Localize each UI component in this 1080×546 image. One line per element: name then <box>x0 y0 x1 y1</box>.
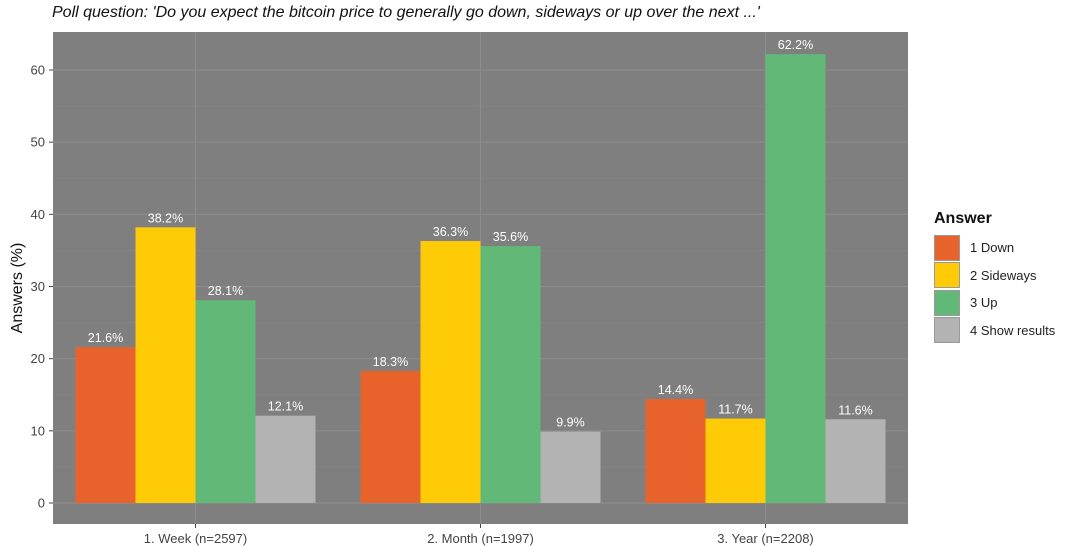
legend-swatch-show-results <box>934 317 960 344</box>
bar-label: 11.7% <box>718 403 753 417</box>
bar <box>255 415 316 503</box>
bar <box>135 227 196 503</box>
legend-label-sideways: 2 Sideways <box>970 267 1037 283</box>
bar <box>540 431 601 503</box>
bar-label: 9.9% <box>556 416 585 430</box>
bar-label: 38.2% <box>148 211 183 225</box>
legend-item-down: 1 Down <box>934 234 1055 262</box>
y-tick-label: 40 <box>31 207 45 222</box>
legend-title: Answer <box>934 210 992 227</box>
bar-label: 12.1% <box>268 400 303 414</box>
bar <box>825 419 886 503</box>
y-tick-label: 10 <box>31 423 45 438</box>
bar-label: 14.4% <box>658 383 693 397</box>
legend-item-sideways: 2 Sideways <box>934 262 1055 290</box>
x-tick-label: 2. Month (n=1997) <box>427 531 534 546</box>
chart-title: Poll question: 'Do you expect the bitcoi… <box>52 4 760 21</box>
legend-swatch-sideways <box>934 262 960 289</box>
bar <box>420 241 481 503</box>
bar-label: 11.6% <box>838 403 873 417</box>
bar-label: 35.6% <box>493 230 528 244</box>
bar-label: 18.3% <box>373 355 408 369</box>
legend-label-down: 1 Down <box>970 240 1015 256</box>
legend-item-up: 3 Up <box>934 289 1055 317</box>
legend-item-show-results: 4 Show results <box>934 317 1055 345</box>
bar <box>75 347 136 503</box>
bar-label: 36.3% <box>433 225 468 239</box>
bar <box>705 418 766 503</box>
x-axis-ticks: 1. Week (n=2597) 2. Month (n=1997) 3. Year… <box>144 524 814 546</box>
y-axis-ticks: 0 10 20 30 40 50 60 <box>31 63 53 511</box>
legend-swatch-up <box>934 289 960 316</box>
bar-label: 21.6% <box>88 331 123 345</box>
legend-label-show-results: 4 Show results <box>970 322 1056 338</box>
y-tick-label: 30 <box>31 279 45 294</box>
bar-labels: 21.6% 38.2% 28.1% 12.1% 18.3% 36.3% 35.6% 9.9% 1… <box>88 38 873 429</box>
y-axis-title: Answers (%) <box>9 243 26 334</box>
bars <box>75 54 886 504</box>
bar <box>765 54 826 504</box>
bar-label: 28.1% <box>208 284 243 298</box>
bar <box>480 246 541 503</box>
x-tick-label: 3. Year (n=2208) <box>717 531 814 546</box>
legend-label-up: 3 Up <box>970 295 998 311</box>
legend: Answer 1 Down 2 Sideways 3 Up 4 Show res… <box>934 210 1055 344</box>
y-tick-label: 50 <box>31 135 45 150</box>
bar <box>195 300 256 503</box>
y-tick-label: 0 <box>38 496 45 511</box>
legend-swatch-down <box>934 234 960 261</box>
y-tick-label: 60 <box>31 63 45 78</box>
x-tick-label: 1. Week (n=2597) <box>144 531 247 546</box>
bar-label: 62.2% <box>778 38 813 52</box>
bar <box>645 399 706 503</box>
bar <box>360 370 421 503</box>
y-tick-label: 20 <box>31 351 45 366</box>
